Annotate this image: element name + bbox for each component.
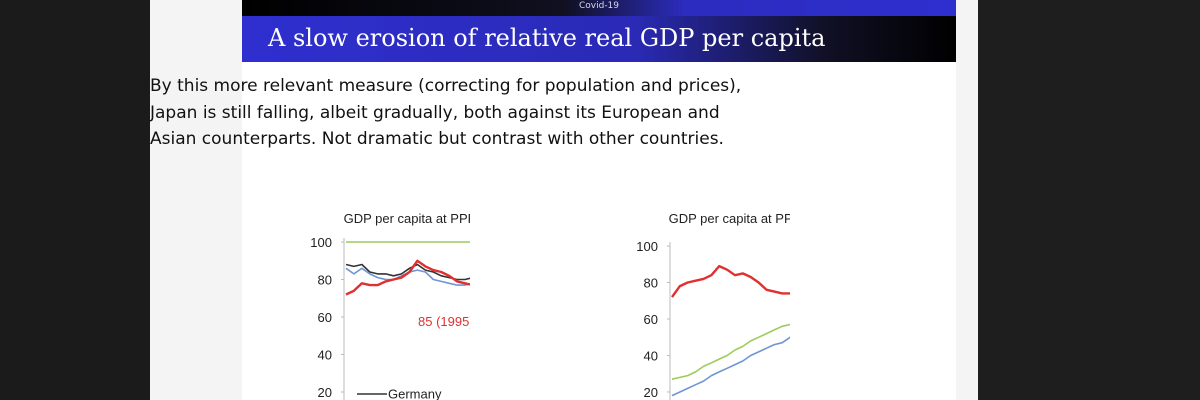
y-tick-label: 100 (636, 239, 658, 254)
chart-europe-gdp: GDP per capita at PPP (U.S.A. = 100) 100 8… (310, 211, 470, 400)
section-label[interactable]: Covid-19 (578, 1, 620, 11)
slide-nav-bar: Covid-19 (242, 0, 956, 16)
slide-title-bar: A slow erosion of relative real GDP per … (242, 16, 956, 62)
series-line-taiwan (671, 323, 790, 380)
annotation-label: 85 (1995) (418, 314, 470, 329)
viewer-right-margin (978, 0, 1200, 400)
y-tick-label: 60 (644, 312, 658, 327)
y-tick-label: 40 (318, 348, 332, 363)
chart-title: GDP per capita at PPP (U.S.A. = 100) (669, 211, 790, 226)
chart-asia-gdp: GDP per capita at PPP (U.S.A. = 100) 100 8… (636, 211, 790, 400)
series-line-germany (345, 263, 470, 281)
y-tick-label: 100 (310, 235, 332, 250)
y-tick-label: 20 (318, 385, 332, 400)
y-tick-label: 20 (644, 385, 658, 400)
chart-title: GDP per capita at PPP (U.S.A. = 100) (344, 211, 470, 226)
series-line-korea (671, 336, 790, 397)
slide-body-text: By this more relevant measure (correctin… (150, 76, 742, 149)
slide: Covid-19 A slow erosion of relative real… (150, 0, 978, 400)
slide-right-gutter (956, 0, 978, 400)
legend-label-germany: Germany (388, 387, 442, 400)
viewer-left-margin (0, 0, 150, 400)
y-tick-label: 80 (644, 276, 658, 291)
y-tick-label: 80 (318, 273, 332, 288)
y-tick-label: 40 (644, 349, 658, 364)
slide-title: A slow erosion of relative real GDP per … (268, 24, 826, 52)
slide-left-gutter (150, 0, 242, 400)
series-line-japan (671, 264, 790, 298)
y-tick-label: 60 (318, 310, 332, 325)
series-line-japan (345, 259, 470, 296)
